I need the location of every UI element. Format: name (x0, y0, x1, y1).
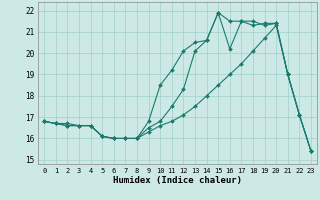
X-axis label: Humidex (Indice chaleur): Humidex (Indice chaleur) (113, 176, 242, 185)
